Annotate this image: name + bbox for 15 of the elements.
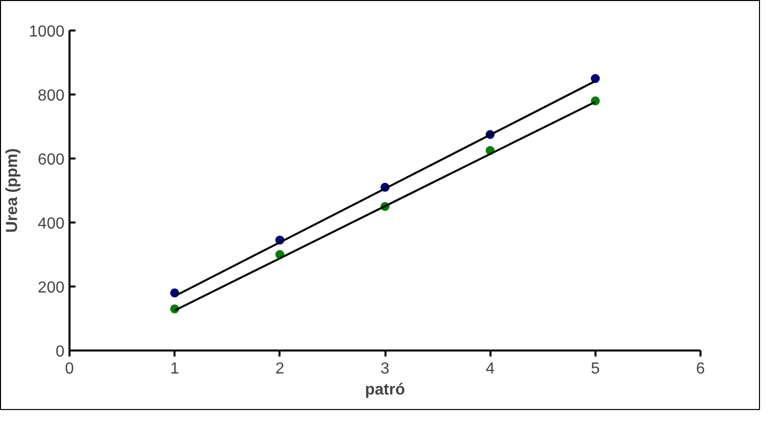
x-tick-label: 3 <box>380 360 390 378</box>
y-tick-label: 200 <box>38 280 65 296</box>
x-tick-label: 2 <box>275 360 284 378</box>
y-tick-label: 600 <box>38 152 65 168</box>
y-tick-label: 800 <box>38 88 65 104</box>
y-tick-label: 400 <box>38 216 65 232</box>
x-tick-label: 1 <box>170 360 180 378</box>
y-tick-label: 1000 <box>28 24 65 40</box>
x-tick-label: 6 <box>696 360 706 378</box>
x-axis-title: patró <box>365 382 406 398</box>
x-tick-label: 5 <box>590 360 600 378</box>
point <box>590 74 600 83</box>
y-axis-title: Urea (ppm) <box>4 148 21 233</box>
x-tick-label: 4 <box>486 360 495 378</box>
y-tick-label: 0 <box>56 344 65 360</box>
